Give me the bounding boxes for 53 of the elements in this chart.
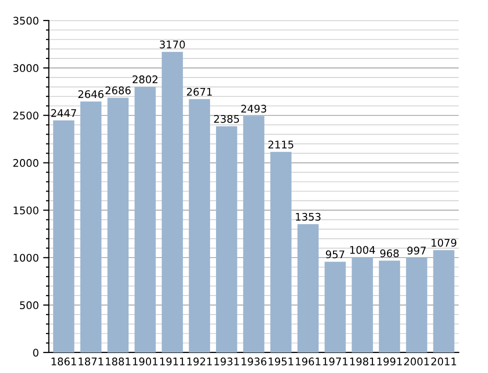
- data-label: 2493: [241, 104, 266, 113]
- x-tick-label: 1971: [323, 358, 348, 366]
- bar: [107, 98, 129, 352]
- data-label: 2385: [214, 114, 239, 123]
- data-label: 2646: [78, 90, 104, 98]
- data-label: 2686: [106, 86, 131, 94]
- bar: [134, 86, 156, 352]
- data-label: 2802: [132, 75, 158, 84]
- y-tick-label: 500: [20, 301, 38, 310]
- x-tick-label: 1991: [377, 358, 402, 366]
- data-label: 1353: [296, 212, 320, 221]
- y-tick-label: 0: [33, 348, 38, 357]
- x-tick-label: 1911: [160, 358, 185, 366]
- bar: [243, 116, 264, 352]
- bar: [324, 262, 346, 352]
- y-tick-label: 3500: [13, 16, 38, 25]
- bar: [433, 250, 454, 352]
- x-tick-label: 1981: [350, 358, 375, 366]
- data-label: 957: [326, 250, 344, 258]
- bar: [53, 120, 74, 352]
- y-tick-label: 2500: [13, 112, 38, 120]
- x-tick-label: 1881: [106, 358, 130, 366]
- x-tick-label: 1921: [187, 358, 212, 366]
- bar: [378, 260, 400, 352]
- bar: [270, 152, 292, 352]
- data-label: 1004: [350, 246, 376, 254]
- bar: [352, 257, 373, 352]
- y-tick-label: 2000: [13, 159, 38, 167]
- bar: [188, 99, 210, 352]
- x-tick-label: 2011: [431, 358, 456, 366]
- data-label: 2115: [268, 140, 294, 148]
- bar: [216, 126, 238, 352]
- x-tick-label: 1871: [78, 358, 104, 366]
- data-label: 2447: [51, 109, 76, 117]
- y-tick-label: 3000: [13, 64, 38, 72]
- bar: [162, 52, 183, 352]
- data-label: 968: [380, 249, 399, 258]
- y-tick-label: 1500: [14, 206, 38, 214]
- data-label: 2671: [186, 88, 212, 96]
- data-label: 1079: [432, 238, 456, 247]
- bar: [80, 102, 102, 352]
- y-tick-label: 1000: [14, 254, 38, 262]
- x-tick-label: 1931: [214, 358, 239, 366]
- x-tick-label: 1961: [296, 358, 320, 366]
- bar: [406, 258, 428, 352]
- x-tick-label: 1936: [242, 358, 266, 366]
- data-label: 3170: [160, 40, 185, 48]
- data-label: 997: [407, 246, 426, 255]
- bar: [297, 224, 319, 352]
- x-tick-label: 1861: [52, 358, 76, 366]
- x-tick-label: 1951: [268, 358, 294, 366]
- x-tick-label: 1901: [133, 358, 158, 366]
- x-tick-label: 2001: [404, 358, 429, 366]
